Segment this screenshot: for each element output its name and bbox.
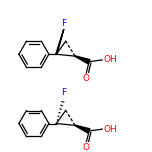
Text: F: F <box>61 19 66 28</box>
Text: OH: OH <box>103 55 117 64</box>
Text: F: F <box>61 88 66 97</box>
Text: O: O <box>83 74 90 83</box>
Polygon shape <box>75 56 90 64</box>
Polygon shape <box>56 29 64 54</box>
Polygon shape <box>75 125 90 133</box>
Text: OH: OH <box>103 125 117 134</box>
Text: O: O <box>83 143 90 152</box>
